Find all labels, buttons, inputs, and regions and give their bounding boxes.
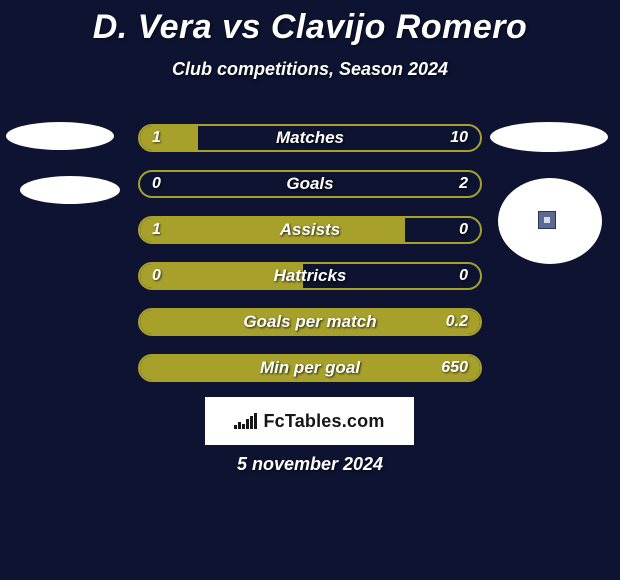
title-text: D. Vera vs Clavijo Romero [93, 8, 528, 46]
metric-right-value: 10 [450, 126, 468, 150]
comparison-bars: 110Matches02Goals10Assists00Hattricks0.2… [138, 124, 482, 400]
bar-chart-icon [234, 413, 257, 429]
metric-row: 00Hattricks [138, 262, 482, 290]
metric-left-value: 0 [152, 172, 161, 196]
decor-ellipse-right-1 [490, 122, 608, 152]
metric-row: 110Matches [138, 124, 482, 152]
decor-ellipse-left-2 [20, 176, 120, 204]
subtitle-text: Club competitions, Season 2024 [172, 59, 448, 79]
footer-date-text: 5 november 2024 [237, 454, 383, 474]
bar-fill-left [140, 356, 480, 380]
metric-right-value: 650 [441, 356, 468, 380]
metric-row: 10Assists [138, 216, 482, 244]
footer-logo: FcTables.com [205, 397, 414, 445]
metric-right-value: 0 [459, 264, 468, 288]
metric-row: 650Min per goal [138, 354, 482, 382]
metric-row: 0.2Goals per match [138, 308, 482, 336]
metric-left-value: 0 [152, 264, 161, 288]
bar-fill-left [140, 126, 198, 150]
bar-fill-left [140, 310, 480, 334]
decor-circle-right [498, 178, 602, 264]
decor-ellipse-left-1 [6, 122, 114, 150]
page-subtitle: Club competitions, Season 2024 [0, 59, 620, 80]
metric-right-value: 0 [459, 218, 468, 242]
bar-fill-left [140, 264, 303, 288]
metric-left-value: 1 [152, 126, 161, 150]
page-title: D. Vera vs Clavijo Romero [0, 0, 620, 47]
metric-right-value: 0.2 [446, 310, 468, 334]
decor-inner-dot [544, 217, 550, 223]
metric-right-value: 2 [459, 172, 468, 196]
metric-row: 0 2Goals [138, 170, 482, 198]
metric-left-value: 1 [152, 218, 161, 242]
footer-logo-text: FcTables.com [263, 411, 384, 432]
metric-label: Goals [140, 172, 480, 196]
footer-date: 5 november 2024 [0, 454, 620, 475]
bar-fill-left [140, 218, 405, 242]
